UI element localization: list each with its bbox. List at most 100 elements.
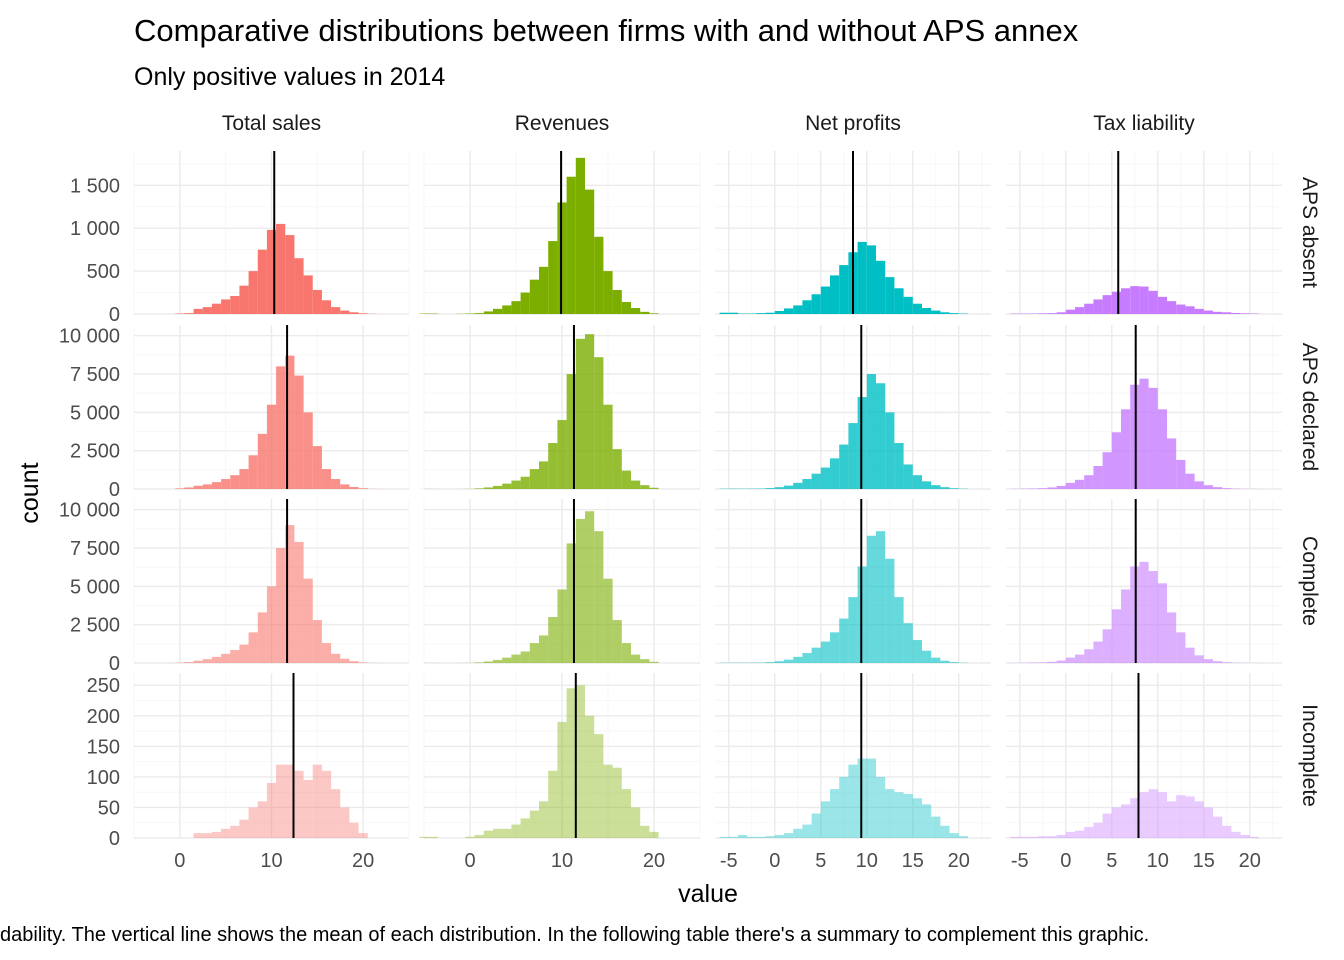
histogram-bar [340, 807, 350, 838]
histogram-bar [575, 518, 585, 663]
histogram-bar [184, 662, 194, 663]
histogram-bar [285, 764, 295, 838]
histogram-bar [866, 374, 876, 489]
histogram-bar [257, 801, 267, 838]
x-tick-label: 20 [1239, 850, 1261, 872]
histogram-bar [830, 458, 840, 489]
histogram-bar [949, 662, 959, 663]
histogram-bar [502, 657, 512, 663]
facet-row-label-aps-absent: APS absent [1298, 177, 1321, 288]
histogram-bar [649, 313, 659, 314]
x-tick-label: 10 [551, 850, 573, 872]
histogram-bar [248, 271, 258, 314]
histogram-bar [1084, 827, 1094, 838]
histogram-bar [539, 461, 549, 489]
histogram-bar [784, 308, 794, 314]
facet-row-label-aps-declared: APS declared [1298, 343, 1321, 471]
histogram-bar [894, 443, 904, 489]
histogram-bar [548, 241, 558, 314]
histogram-bar [793, 482, 803, 489]
y-tick-label: 0 [109, 653, 120, 675]
figure-caption: dability. The vertical line shows the me… [0, 924, 1149, 946]
histogram-bar [958, 836, 968, 838]
histogram-bar [1213, 816, 1223, 838]
histogram-bar [294, 770, 304, 838]
histogram-bar [1102, 295, 1112, 314]
x-tick-label: 15 [902, 850, 924, 872]
y-tick-label: 100 [87, 767, 120, 789]
histogram-bar [1185, 647, 1195, 663]
histogram-bar [1075, 830, 1085, 838]
histogram-bar [1130, 286, 1140, 314]
histogram-bar [811, 647, 821, 663]
histogram-bar [566, 374, 576, 489]
histogram-bar [465, 836, 475, 838]
histogram-bar [848, 597, 858, 663]
histogram-bar [349, 312, 359, 314]
histogram-bar [566, 688, 576, 838]
histogram-bar [640, 825, 650, 838]
x-tick-label: 0 [174, 850, 185, 872]
histogram-bar [221, 828, 231, 838]
panel-aps-absent-tax-liability: Tax liability [1006, 112, 1282, 315]
histogram-bar [566, 176, 576, 314]
histogram-bar [839, 618, 849, 663]
histogram-bar [248, 807, 258, 838]
histogram-bar [1121, 409, 1131, 489]
histogram-bar [830, 275, 840, 314]
histogram-bar [266, 404, 277, 489]
histogram-bar [331, 653, 341, 663]
histogram-bar [876, 260, 886, 314]
histogram-bar [1038, 662, 1048, 663]
histogram-bar [830, 632, 840, 663]
panel-complete-tax-liability [1006, 499, 1282, 664]
histogram-bar [1056, 312, 1066, 314]
histogram-bar [321, 643, 332, 663]
histogram-bar [621, 789, 631, 838]
histogram-bar [1075, 479, 1085, 489]
histogram-bar [940, 825, 950, 838]
x-tick-label: 0 [1060, 850, 1071, 872]
histogram-bar [811, 473, 821, 489]
histogram-bar [756, 313, 766, 314]
panel-complete-net-profits [715, 499, 991, 664]
histogram-bar [765, 836, 775, 838]
x-tick-label: 5 [815, 850, 826, 872]
panel-aps-declared-net-profits [715, 325, 991, 490]
histogram-bar [520, 476, 530, 489]
histogram-bar [839, 265, 849, 314]
histogram-bar [585, 511, 595, 663]
facet-row-label-complete: Complete [1298, 536, 1321, 626]
histogram-bar [1148, 387, 1158, 489]
histogram-bar [885, 277, 895, 314]
histogram-bar [175, 488, 185, 489]
histogram-bar [621, 301, 631, 314]
histogram-bar [1111, 291, 1121, 314]
histogram-bar [848, 423, 858, 489]
histogram-bar [1139, 378, 1149, 489]
histogram-bar [1111, 807, 1121, 838]
histogram-bar [802, 479, 812, 489]
histogram-bar [1084, 303, 1094, 314]
histogram-bar [1047, 836, 1057, 838]
histogram-bar [866, 535, 876, 663]
panel-aps-declared-revenues [419, 325, 701, 490]
facet-row-label-incomplete: Incomplete [1298, 704, 1321, 807]
histogram-bar [594, 531, 604, 663]
histogram-bar [511, 480, 521, 489]
histogram-bar [1038, 313, 1048, 314]
histogram-bar [248, 455, 258, 489]
histogram-bar [1194, 801, 1204, 838]
histogram-bar [303, 275, 313, 314]
histogram-bar [493, 828, 503, 838]
histogram-bar [193, 660, 203, 663]
histogram-bar [612, 767, 622, 838]
histogram-bar [1167, 801, 1177, 838]
histogram-bar [774, 310, 784, 314]
histogram-bar [474, 313, 484, 314]
histogram-bar [756, 836, 766, 838]
histogram-bar [276, 764, 286, 838]
histogram-bar [349, 487, 359, 489]
histogram-bar [903, 296, 913, 314]
x-tick-label: 10 [856, 850, 878, 872]
